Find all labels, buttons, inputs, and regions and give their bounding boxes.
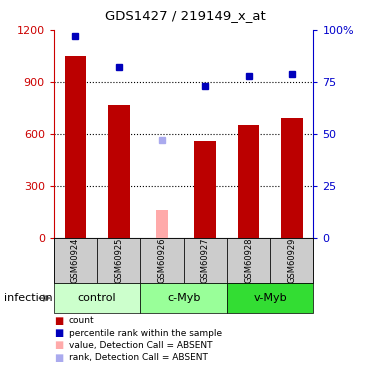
Text: GSM60926: GSM60926 bbox=[158, 238, 167, 284]
Bar bbox=[155, 210, 168, 238]
Bar bbox=[54, 238, 97, 283]
Bar bbox=[97, 238, 140, 283]
Text: GSM60924: GSM60924 bbox=[71, 238, 80, 284]
Bar bbox=[281, 118, 303, 238]
Text: rank, Detection Call = ABSENT: rank, Detection Call = ABSENT bbox=[69, 353, 207, 362]
Text: c-Myb: c-Myb bbox=[167, 293, 200, 303]
Bar bbox=[184, 238, 227, 283]
Bar bbox=[108, 105, 129, 238]
Text: ■: ■ bbox=[54, 353, 63, 363]
Text: GSM60928: GSM60928 bbox=[244, 238, 253, 284]
Text: ■: ■ bbox=[54, 316, 63, 326]
Text: v-Myb: v-Myb bbox=[253, 293, 287, 303]
Text: infection: infection bbox=[4, 293, 52, 303]
Text: GDS1427 / 219149_x_at: GDS1427 / 219149_x_at bbox=[105, 9, 266, 22]
Text: percentile rank within the sample: percentile rank within the sample bbox=[69, 328, 222, 338]
Bar bbox=[140, 238, 184, 283]
Text: control: control bbox=[78, 293, 116, 303]
Bar bbox=[270, 238, 313, 283]
Bar bbox=[65, 56, 86, 238]
Bar bbox=[227, 283, 313, 313]
Bar bbox=[194, 141, 216, 238]
Bar bbox=[140, 283, 227, 313]
Text: count: count bbox=[69, 316, 94, 325]
Bar bbox=[227, 238, 270, 283]
Text: value, Detection Call = ABSENT: value, Detection Call = ABSENT bbox=[69, 341, 212, 350]
Bar bbox=[238, 125, 259, 238]
Text: GSM60927: GSM60927 bbox=[201, 238, 210, 284]
Text: ■: ■ bbox=[54, 328, 63, 338]
Text: GSM60929: GSM60929 bbox=[288, 238, 296, 284]
Text: GSM60925: GSM60925 bbox=[114, 238, 123, 284]
Text: ■: ■ bbox=[54, 340, 63, 350]
Bar bbox=[54, 283, 140, 313]
